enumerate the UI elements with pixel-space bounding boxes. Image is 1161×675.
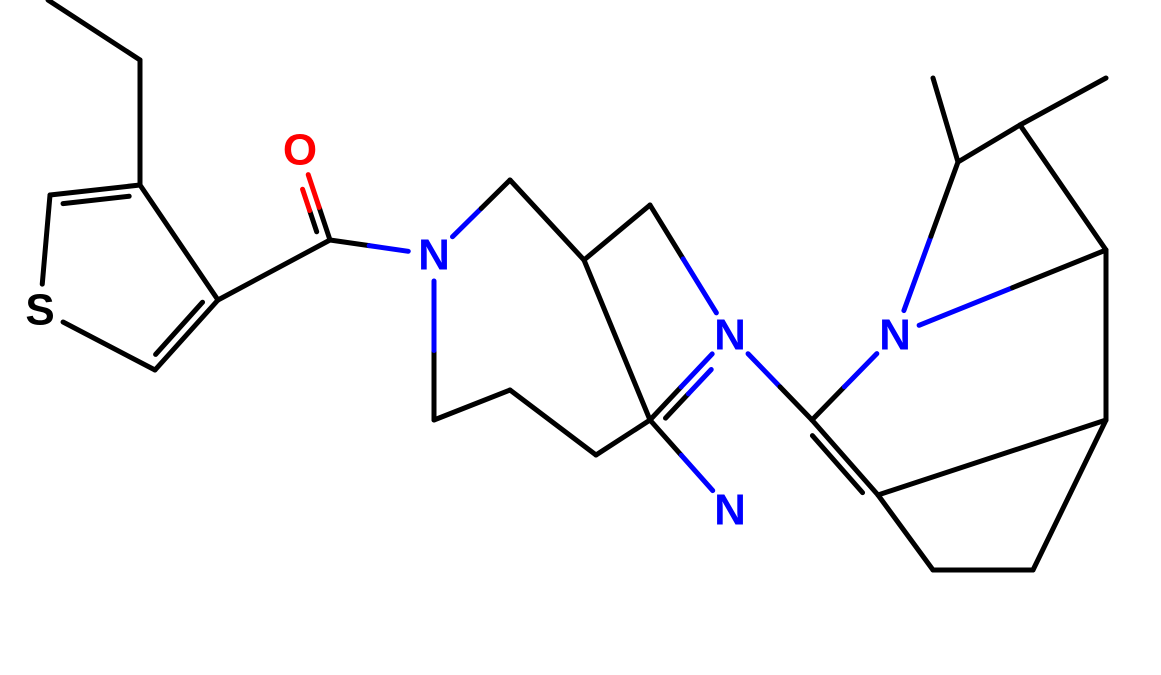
s-atom-label: S — [25, 286, 54, 335]
n-atom-label: N — [714, 486, 746, 535]
n-atom-label: N — [879, 311, 911, 360]
n-atom-label: N — [418, 231, 450, 280]
o-atom-label: O — [283, 126, 317, 175]
n-atom-label: N — [714, 311, 746, 360]
chemical-structure-diagram: S O N N N N — [0, 0, 1161, 675]
